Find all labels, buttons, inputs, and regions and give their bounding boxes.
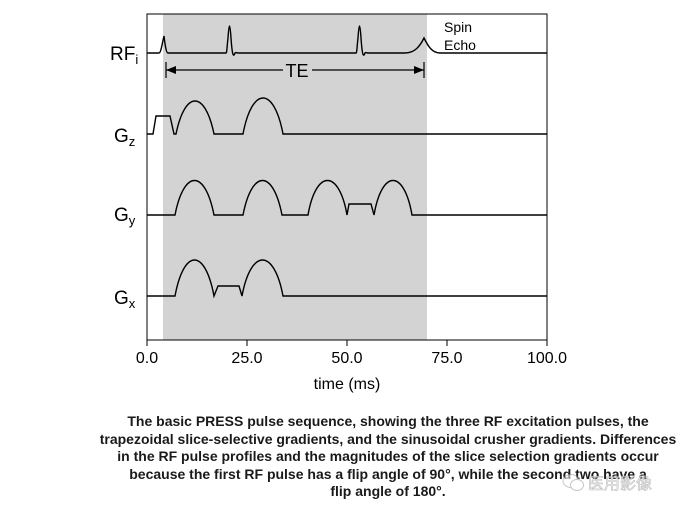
tick-label-25: 25.0	[231, 350, 262, 367]
tick-label-50: 50.0	[331, 350, 362, 367]
gy-waveform	[147, 180, 547, 216]
x-axis-label: time (ms)	[314, 376, 381, 393]
caption-line: trapezoidal slice-selective gradients, a…	[99, 430, 677, 447]
spin-label: Spin	[444, 19, 472, 35]
gx-waveform	[147, 259, 547, 299]
row-label-gy: Gy	[114, 205, 136, 228]
echo-label: Echo	[444, 37, 476, 53]
tick-label-75: 75.0	[431, 350, 462, 367]
rf-waveform	[147, 25, 547, 56]
tick-label-0: 0.0	[136, 350, 158, 367]
te-shaded-region	[163, 14, 427, 340]
caption-line: in the RF pulse profiles and the magnitu…	[117, 448, 659, 464]
watermark-text: 医用影像	[588, 474, 652, 493]
row-label-gx: Gx	[114, 288, 136, 311]
watermark: 医用影像	[562, 474, 652, 493]
te-arrow	[165, 62, 425, 78]
te-label: TE	[285, 61, 308, 81]
gz-waveform	[147, 97, 547, 135]
x-axis-ticks	[146, 340, 548, 346]
caption-line: because the first RF pulse has a flip an…	[129, 465, 647, 482]
row-label-gz: Gz	[114, 126, 135, 149]
caption-line: flip angle of 180°.	[330, 483, 446, 499]
figure-caption: The basic PRESS pulse sequence, showing …	[90, 413, 686, 501]
tick-label-100: 100.0	[527, 350, 567, 367]
row-label-rf: RFi	[110, 44, 138, 67]
wechat-logo-icon	[562, 474, 584, 491]
caption-line: The basic PRESS pulse sequence, showing …	[127, 413, 649, 429]
